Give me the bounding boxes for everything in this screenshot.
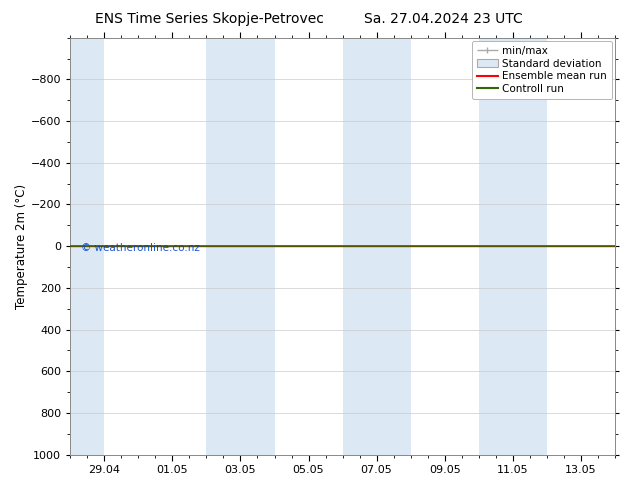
Bar (70, 38, 105, 455)
Y-axis label: Temperature 2m (°C): Temperature 2m (°C) (15, 184, 28, 309)
Legend: min/max, Standard deviation, Ensemble mean run, Controll run: min/max, Standard deviation, Ensemble me… (472, 41, 612, 99)
Bar (207, 38, 275, 455)
Text: ENS Time Series Skopje-Petrovec: ENS Time Series Skopje-Petrovec (94, 12, 324, 26)
Bar (479, 38, 547, 455)
Bar (342, 38, 411, 455)
Text: Sa. 27.04.2024 23 UTC: Sa. 27.04.2024 23 UTC (365, 12, 523, 26)
Text: © weatheronline.co.nz: © weatheronline.co.nz (81, 243, 200, 253)
